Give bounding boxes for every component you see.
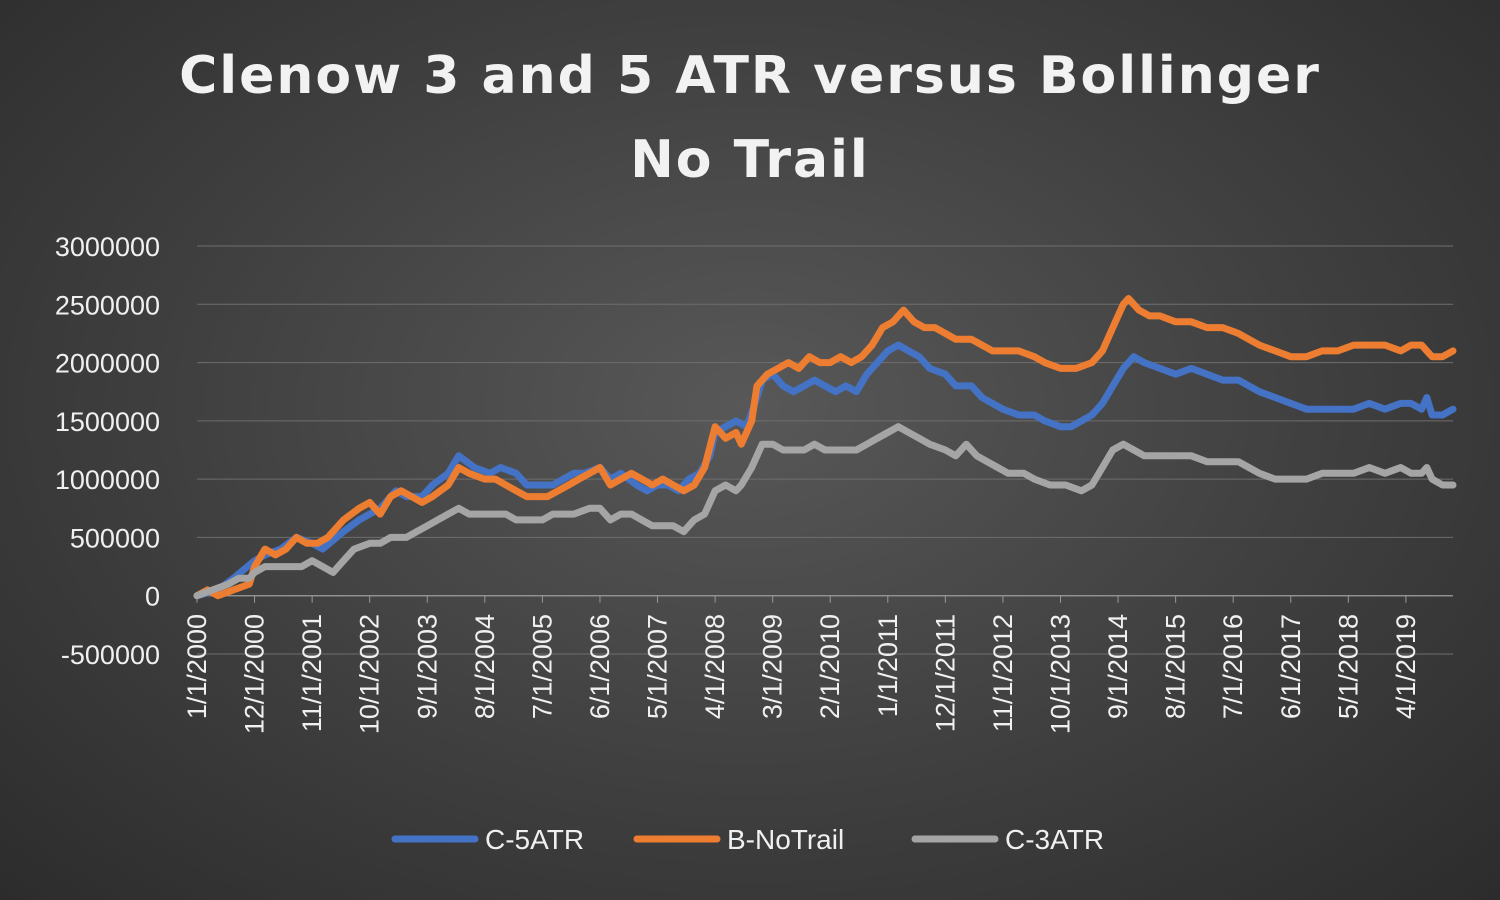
x-tick-label: 7/1/2005 <box>527 614 557 719</box>
x-tick-label: 3/1/2009 <box>758 614 788 719</box>
legend-label: C-5ATR <box>485 824 584 855</box>
y-tick-label: 1000000 <box>55 465 160 495</box>
x-tick-label: 10/1/2013 <box>1046 614 1076 734</box>
y-axis: 3000000 2500000 2000000 1500000 1000000 50000… <box>55 232 160 670</box>
y-tick-label: 1500000 <box>55 407 160 437</box>
x-tick-label: 11/1/2012 <box>988 614 1018 732</box>
y-tick-label: 2000000 <box>55 349 160 379</box>
x-tick-label: 9/1/2003 <box>412 614 442 719</box>
legend: C-5ATR B-NoTrail C-3ATR <box>391 824 1104 855</box>
x-tick-label: 6/1/2017 <box>1276 614 1306 719</box>
y-tick-label: 500000 <box>70 523 160 553</box>
x-axis: 1/1/2000 12/1/2000 11/1/2001 10/1/2002 9/1/2… <box>182 595 1421 734</box>
y-tick-label: 2500000 <box>55 290 160 320</box>
x-tick-label: 12/1/2011 <box>930 614 960 732</box>
x-tick-label: 1/1/2011 <box>873 614 903 717</box>
x-tick-label: 2/1/2010 <box>815 614 845 719</box>
chart-title-line-1: Clenow 3 and 5 ATR versus Bollinger <box>179 46 1321 106</box>
x-tick-label: 9/1/2014 <box>1103 614 1133 719</box>
x-tick-label: 5/1/2007 <box>643 614 673 719</box>
y-tick-label: -500000 <box>61 640 160 670</box>
x-tick-label: 8/1/2004 <box>470 614 500 719</box>
series-line-c-5atr <box>193 341 1457 600</box>
legend-label: C-3ATR <box>1005 824 1104 855</box>
x-tick-label: 5/1/2018 <box>1333 614 1363 719</box>
y-tick-label: 0 <box>145 582 160 612</box>
series-line-b-notrail <box>193 295 1457 600</box>
x-tick-label: 7/1/2016 <box>1218 614 1248 719</box>
x-tick-label: 1/1/2000 <box>182 614 212 719</box>
x-tick-label: 12/1/2000 <box>240 614 270 734</box>
y-tick-label: 3000000 <box>55 232 160 262</box>
x-tick-label: 11/1/2001 <box>297 614 327 732</box>
x-tick-label: 6/1/2006 <box>585 614 615 719</box>
series-line-c-3atr <box>193 423 1457 600</box>
x-tick-label: 4/1/2008 <box>700 614 730 719</box>
x-tick-label: 10/1/2002 <box>355 614 385 734</box>
series-lines <box>193 295 1457 600</box>
x-tick-label: 4/1/2019 <box>1391 614 1421 719</box>
legend-label: B-NoTrail <box>727 824 844 855</box>
x-tick-label: 8/1/2015 <box>1161 614 1191 719</box>
chart-title-line-2: No Trail <box>630 130 870 190</box>
